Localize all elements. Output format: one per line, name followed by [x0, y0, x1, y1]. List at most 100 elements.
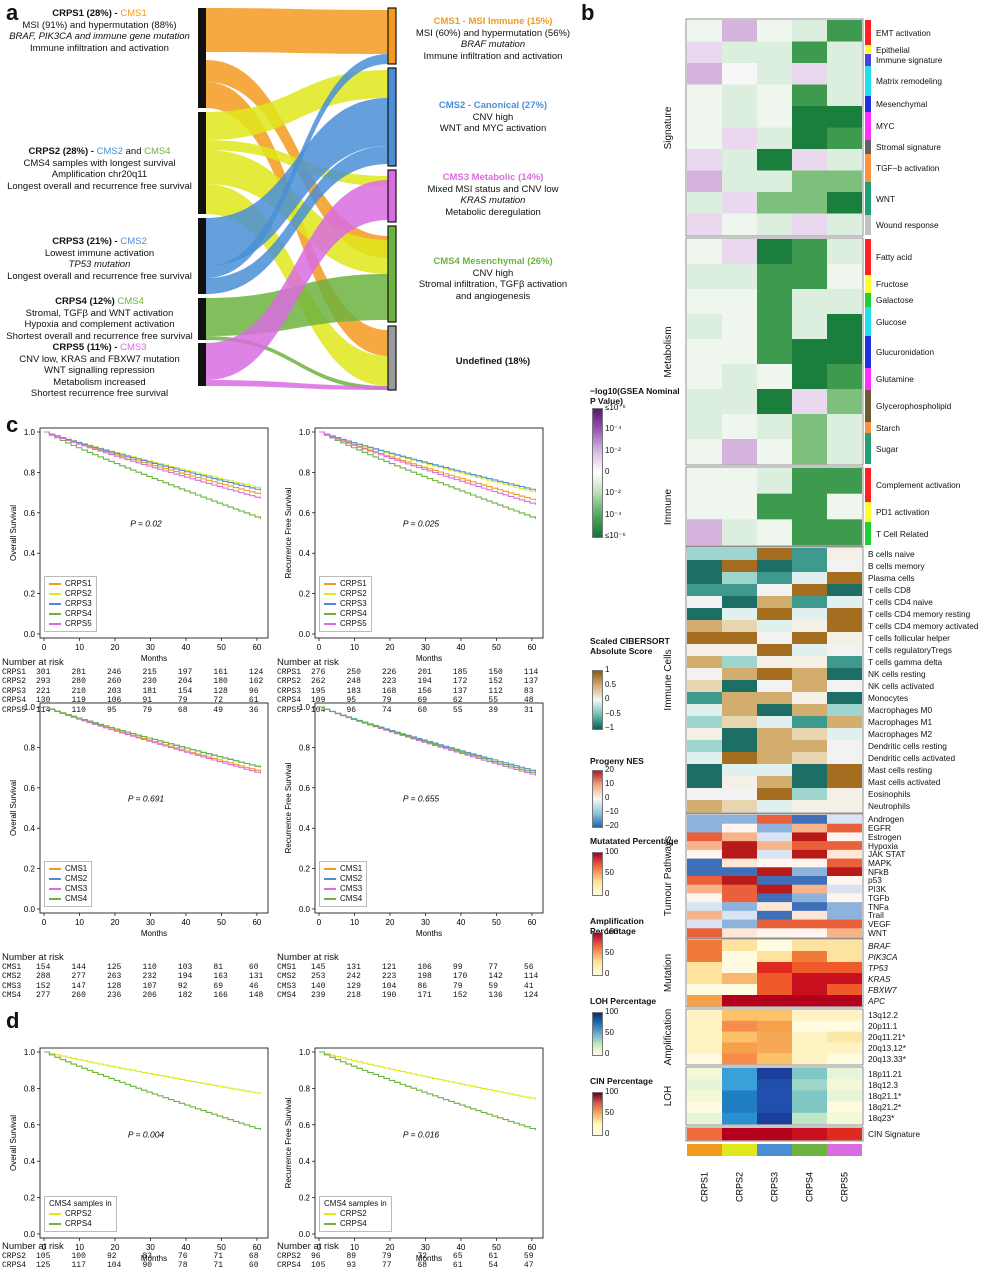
- heatmap-cell: [687, 20, 722, 42]
- heatmap-cell: [792, 1042, 827, 1054]
- heatmap-cell: [757, 940, 792, 952]
- km-ytick-label: 0.0: [299, 630, 311, 639]
- heatmap-cell: [687, 940, 722, 952]
- legend-swatch: [49, 888, 61, 890]
- heatmap-cell: [757, 800, 792, 813]
- risk-row-label: CRPS4: [2, 696, 27, 706]
- risk-cell: 280: [71, 677, 86, 687]
- heatmap-cell: [792, 884, 827, 894]
- risk-cell: 194: [177, 972, 193, 982]
- risk-cell: 277: [36, 991, 51, 1001]
- heatmap-side-bar: [865, 215, 871, 235]
- km-plot-c4: 0.0 0.2 0.4 0.6 0.8 1.0 0 10 20 30 40 50 60 Months Rec…: [284, 702, 544, 938]
- heatmap-side-bar: [865, 20, 871, 45]
- colorbar-tick: −1: [605, 723, 615, 732]
- heatmap-cell: [792, 170, 827, 193]
- heatmap-cell: [722, 951, 757, 963]
- km-ytick-label: 0.0: [24, 1230, 36, 1239]
- risk-row-label: CRPS1: [277, 667, 302, 677]
- heatmap-cell: [827, 63, 862, 85]
- heatmap-row-label: T cells CD8: [868, 585, 911, 595]
- heatmap-row-label: 13q12.2: [868, 1010, 898, 1021]
- heatmap-cell: [722, 414, 757, 440]
- heatmap-cell: [757, 439, 792, 465]
- heatmap-row-label: CIN Signature: [868, 1129, 921, 1139]
- risk-cell: 55: [452, 705, 463, 715]
- risk-cell: 90: [142, 1261, 153, 1271]
- heatmap-cell: [792, 800, 827, 813]
- heatmap-cell: [722, 1042, 757, 1054]
- heatmap-cell: [757, 962, 792, 974]
- crps1-description: CRPS1 (28%) - CMS1 MSI (91%) and hypermu…: [2, 8, 197, 54]
- heatmap-cell: [757, 644, 792, 657]
- heatmap-row-label: Wound response: [876, 220, 939, 230]
- risk-cell: 260: [71, 991, 86, 1001]
- heatmap-cell: [722, 815, 757, 825]
- heatmap-cell: [687, 800, 722, 813]
- km-legend-item: CMS3: [324, 884, 362, 894]
- heatmap-row-label: Epithelial: [876, 44, 910, 55]
- km-ytick-label: 0.8: [24, 468, 36, 477]
- risk-cell: 125: [106, 962, 122, 972]
- crps-color-strip: [722, 1144, 757, 1156]
- heatmap-cell: [792, 1010, 827, 1022]
- heatmap-row-label: PI3K: [868, 884, 886, 895]
- legend-swatch: [324, 1213, 336, 1215]
- km-ylabel: Recurrence Free Survival: [284, 487, 293, 578]
- risk-row-label: CRPS3: [277, 686, 302, 696]
- heatmap-cell: [827, 910, 862, 920]
- sankey-flow: [206, 70, 388, 140]
- risk-cell: 103: [177, 962, 193, 972]
- legend-label: CRPS5: [65, 619, 92, 628]
- legend-swatch: [49, 1223, 61, 1225]
- heatmap-row-label: NK cells activated: [868, 681, 934, 691]
- crps5-line: CNV low, KRAS and FBXW7 mutation: [19, 353, 180, 365]
- risk-cell: 39: [488, 705, 499, 715]
- panel-letter-c: c: [6, 412, 19, 437]
- legend-label: CRPS2: [65, 1209, 92, 1218]
- heatmap-cell: [687, 493, 722, 520]
- cms4-line: Stromal infiltration, TGFβ activation: [418, 279, 568, 290]
- risk-cell: 114: [523, 667, 539, 677]
- risk-cell: 172: [452, 677, 468, 687]
- heatmap-cell: [757, 560, 792, 573]
- heatmap-cell: [687, 928, 722, 938]
- km-frame: [39, 702, 269, 914]
- crps-color-strip: [792, 1144, 827, 1156]
- risk-table: Number at risk CRPS1 276 250 226 201 185 150 114…: [277, 658, 538, 716]
- km-legend-item: CRPS5: [324, 619, 367, 629]
- km-xtick-label: 0: [317, 1243, 322, 1252]
- heatmap-cell: [722, 940, 757, 952]
- heatmap-cell: [722, 1020, 757, 1032]
- risk-cell: 77: [488, 962, 499, 972]
- km-legend: CRPS1 CRPS2 CRPS3 CRPS4 CRPS5: [44, 576, 97, 632]
- heatmap-cell: [722, 106, 757, 128]
- km-legend-item: CRPS2: [324, 589, 367, 599]
- heatmap-cell: [827, 389, 862, 415]
- colorbar: [592, 670, 603, 730]
- km-xtick-label: 30: [146, 643, 155, 652]
- heatmap-side-bar: [865, 390, 871, 422]
- heatmap-cell: [687, 608, 722, 621]
- risk-row-label: CRPS3: [2, 686, 27, 696]
- heatmap-cell: [722, 1031, 757, 1043]
- km-xtick-label: 10: [350, 1243, 359, 1252]
- colorbar-title: LOH Percentage: [590, 996, 657, 1006]
- heatmap-row-label: EGFR: [868, 823, 892, 834]
- heatmap-cell: [687, 849, 722, 859]
- sankey-flow: [206, 180, 388, 380]
- heatmap-cell: [722, 876, 757, 886]
- risk-cell: 93: [346, 1261, 357, 1271]
- legend-swatch: [324, 868, 336, 870]
- heatmap-cell: [757, 680, 792, 693]
- heatmap-cell: [827, 962, 862, 974]
- heatmap-group-frame: [685, 1126, 864, 1142]
- heatmap-cell: [757, 815, 792, 825]
- colorbar-tick: 0: [605, 694, 610, 703]
- risk-cell: 36: [248, 705, 259, 715]
- heatmap-cell: [757, 620, 792, 633]
- heatmap-cell: [722, 608, 757, 621]
- risk-cell: 61: [452, 1261, 463, 1271]
- heatmap-cell: [687, 823, 722, 833]
- risk-cell: 170: [452, 972, 468, 982]
